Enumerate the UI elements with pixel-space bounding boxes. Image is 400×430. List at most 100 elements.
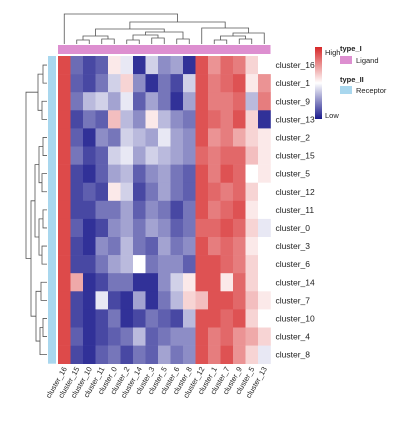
heatmap-cell — [158, 237, 171, 256]
heatmap-cell — [145, 327, 159, 346]
heatmap-cell — [133, 345, 146, 364]
heatmap-cell — [220, 218, 234, 238]
heatmap-cell — [133, 146, 146, 165]
heatmap-cell — [120, 237, 134, 256]
heatmap-cell — [83, 200, 96, 220]
heatmap-cell — [233, 237, 246, 256]
heatmap-cell — [133, 56, 146, 75]
heatmap-cell — [70, 74, 84, 93]
heatmap-cell — [108, 110, 121, 129]
heatmap-cell — [120, 291, 134, 310]
heatmap-cell — [95, 128, 109, 147]
heatmap-cell — [158, 74, 171, 93]
dendrogram-branch — [176, 38, 190, 44]
heatmap-cell — [58, 237, 71, 256]
heatmap-cell — [170, 237, 184, 256]
heatmap-cell — [133, 182, 146, 202]
heatmap-cell — [233, 128, 246, 147]
heatmap-cell — [233, 182, 246, 202]
heatmap-cell — [220, 92, 234, 111]
heatmap-cell — [108, 74, 121, 93]
dendrogram-branch — [42, 318, 47, 337]
heatmap-cell — [208, 237, 221, 256]
heatmap-cell — [245, 128, 259, 147]
heatmap-cell — [133, 164, 146, 183]
row-label: cluster_5 — [276, 169, 311, 179]
dendrogram-branch — [34, 164, 39, 238]
heatmap-cell — [70, 56, 84, 75]
heatmap-cell — [58, 74, 71, 93]
heatmap-cell — [108, 164, 121, 183]
heatmap-cell — [133, 273, 146, 292]
heatmap-cell — [95, 273, 109, 292]
heatmap-cell — [233, 200, 246, 220]
heatmap-cell — [170, 255, 184, 274]
heatmap-cell — [233, 74, 246, 93]
heatmap-cell — [183, 309, 196, 328]
ligand-annotation-bar — [58, 45, 271, 54]
heatmap-cell — [120, 164, 134, 183]
heatmap-cell — [108, 327, 121, 346]
legend-swatch-receptor — [340, 86, 352, 94]
heatmap-cell — [158, 255, 171, 274]
heatmap-cell — [258, 273, 271, 292]
heatmap-cell — [245, 218, 259, 238]
heatmap-cell — [183, 56, 196, 75]
heatmap-cell — [245, 92, 259, 111]
scale-high-label: High — [325, 48, 340, 57]
row-labels: cluster_16 cluster_1 cluster_9 cluster_13cl… — [276, 60, 315, 360]
heatmap-cell — [245, 56, 259, 75]
heatmap-cell — [108, 273, 121, 292]
dendrogram-branch — [42, 209, 47, 229]
heatmap-cell — [108, 255, 121, 274]
heatmap-cell — [208, 345, 221, 364]
heatmap-cell — [95, 200, 109, 220]
heatmap-cell — [220, 74, 234, 93]
heatmap-cell — [183, 164, 196, 183]
heatmap-cell — [170, 92, 184, 111]
heatmap-cell — [258, 218, 271, 238]
heatmap-cell — [208, 110, 221, 129]
heatmap-cell — [95, 74, 109, 93]
column-labels: cluster_16cluster_15cluster_10cluster_11… — [44, 365, 269, 399]
row-label: cluster_7 — [276, 295, 311, 305]
heatmap-cell — [58, 273, 71, 292]
heatmap-cell — [95, 164, 109, 183]
heatmap-cell — [95, 309, 109, 328]
heatmap-cell — [95, 218, 109, 238]
heatmap-cell — [83, 309, 96, 328]
dendrogram-branch — [101, 38, 115, 44]
heatmap-cell — [145, 128, 159, 147]
row-dendrogram — [25, 64, 47, 356]
heatmap-cell — [208, 291, 221, 310]
heatmap-cell — [245, 309, 259, 328]
heatmap-cell — [58, 164, 71, 183]
row-label: cluster_2 — [276, 132, 311, 142]
heatmap-cell — [208, 309, 221, 328]
heatmap-cell — [83, 255, 96, 274]
scale-low-label: Low — [325, 111, 339, 120]
heatmap-cell — [158, 92, 171, 111]
heatmap-cell — [95, 345, 109, 364]
heatmap-cell — [258, 146, 271, 165]
heatmap-cell — [258, 182, 271, 202]
heatmap-cell — [258, 56, 271, 75]
heatmap-cell — [108, 56, 121, 75]
heatmap-cell — [158, 273, 171, 292]
dendrogram-branch — [41, 173, 47, 193]
heatmap-cell — [58, 345, 71, 364]
heatmap-cell — [145, 110, 159, 129]
heatmap-cell — [120, 255, 134, 274]
heatmap-cell — [95, 92, 109, 111]
heatmap-cell — [70, 146, 84, 165]
heatmap-cell — [258, 164, 271, 183]
heatmap-cell — [258, 110, 271, 129]
row-label: cluster_1 — [276, 78, 311, 88]
heatmap-cell — [208, 273, 221, 292]
heatmap-cell — [258, 291, 271, 310]
heatmap-cell — [95, 56, 109, 75]
heatmap-cell — [208, 92, 221, 111]
heatmap-cell — [145, 237, 159, 256]
heatmap-cell — [170, 164, 184, 183]
